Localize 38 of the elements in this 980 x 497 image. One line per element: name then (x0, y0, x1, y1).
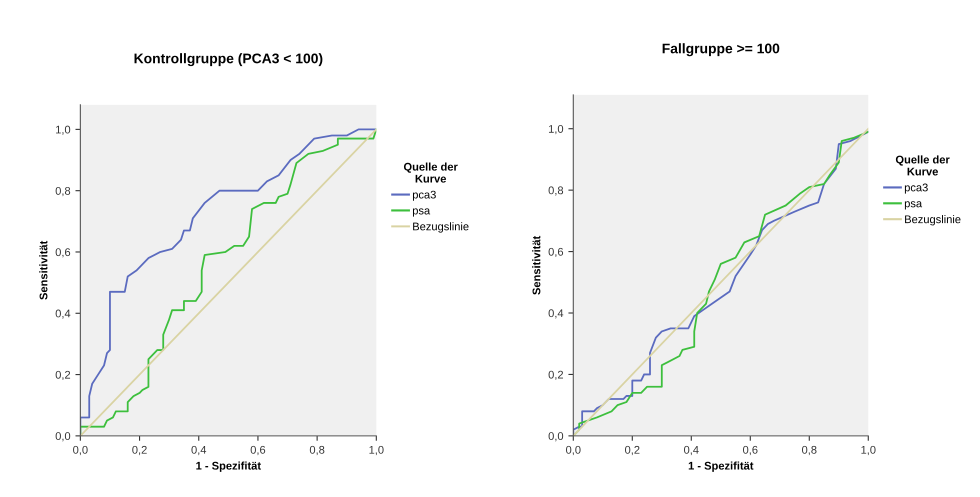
legend-label: psa (904, 201, 922, 210)
y-tick-label: 1,0 (548, 124, 564, 134)
y-tick-label: 0,0 (548, 432, 564, 442)
legend-label: pca3 (412, 190, 436, 201)
y-tick-label: 1,0 (56, 126, 70, 135)
legend-label: psa (412, 208, 430, 217)
x-tick-label: 1,0 (369, 446, 384, 456)
y-tick-label: 0,0 (56, 432, 70, 442)
x-tick-label: 0,2 (625, 446, 640, 456)
x-tick-label: 0,6 (250, 446, 266, 456)
y-tick-label: 0,8 (548, 186, 564, 196)
x-tick-label: 0,0 (566, 446, 581, 456)
x-tick-label: 0,4 (684, 446, 699, 456)
legend-label: pca3 (904, 184, 928, 194)
legend-title: Quelle der Kurve (404, 162, 458, 183)
chart-title: Fallgruppe >= 100 (662, 43, 780, 56)
x-tick-label: 0,2 (132, 446, 147, 456)
x-axis-title: 1 - Spezifität (688, 462, 754, 472)
y-tick-label: 0,8 (56, 186, 70, 196)
y-tick-label: 0,2 (56, 370, 70, 380)
y-tick-label: 0,4 (56, 310, 70, 319)
y-tick-label: 0,6 (56, 248, 70, 258)
y-axis-title: Sensitivität (532, 236, 540, 295)
x-axis-title: 1 - Spezifität (196, 462, 261, 472)
x-tick-label: 0,8 (802, 446, 817, 456)
x-tick-label: 0,0 (73, 446, 88, 456)
y-tick-label: 0,2 (548, 370, 564, 380)
y-tick-label: 0,4 (548, 309, 564, 318)
x-tick-label: 1,0 (861, 446, 876, 456)
y-tick-label: 0,6 (548, 248, 564, 258)
legend-label: Bezugslinie (905, 215, 961, 226)
x-tick-label: 0,8 (310, 446, 324, 456)
legend-title: Quelle der Kurve (896, 155, 950, 176)
y-axis-title: Sensitivität (39, 240, 48, 300)
x-tick-label: 0,4 (191, 446, 206, 456)
chart-title: Kontrollgruppe (PCA3 < 100) (134, 53, 322, 66)
legend-label: Bezugslinie (413, 222, 469, 233)
x-tick-label: 0,6 (743, 446, 758, 456)
